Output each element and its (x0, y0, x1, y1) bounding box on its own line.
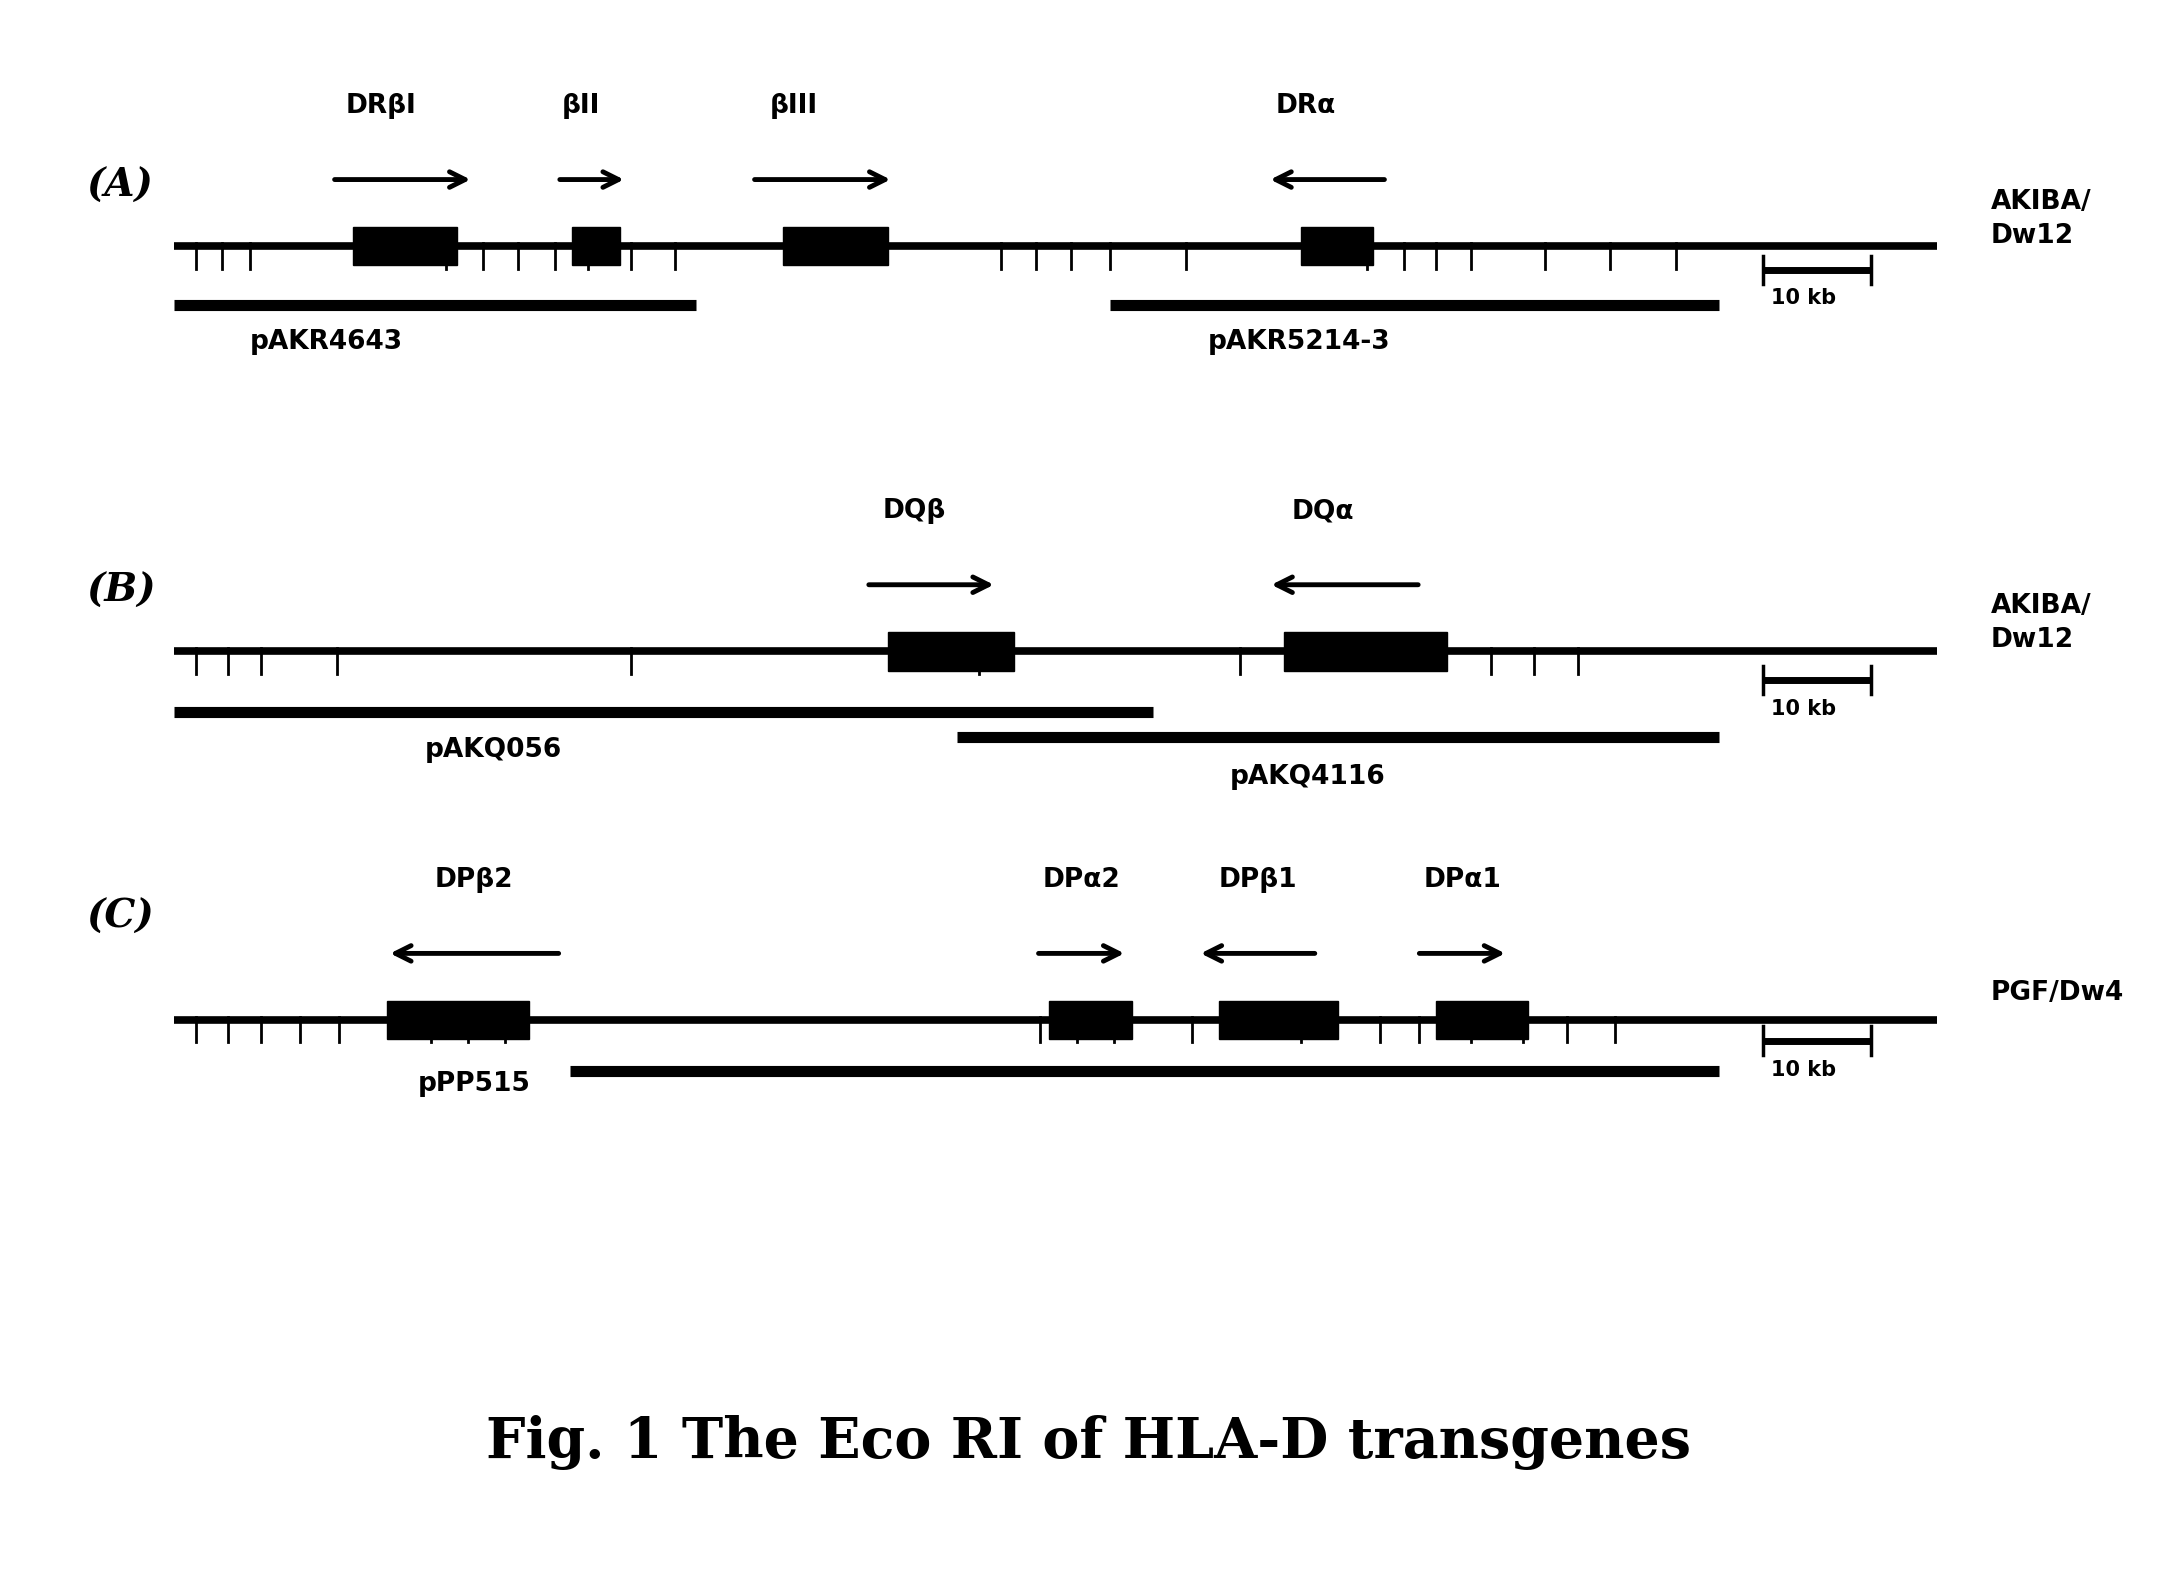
Text: DRα: DRα (1275, 94, 1336, 119)
Bar (888, 632, 1014, 671)
Text: (B): (B) (87, 572, 157, 610)
Text: AKIBA/
Dw12: AKIBA/ Dw12 (1991, 189, 2091, 249)
Text: DRβI: DRβI (346, 94, 416, 119)
Bar (1301, 227, 1373, 265)
Text: 10 kb: 10 kb (1771, 1060, 1837, 1081)
Bar (783, 227, 888, 265)
Text: DPα2: DPα2 (1042, 868, 1121, 893)
Text: DPβ2: DPβ2 (435, 868, 514, 893)
Text: DPβ1: DPβ1 (1219, 868, 1297, 893)
Text: pPP515: pPP515 (418, 1071, 531, 1096)
Text: AKIBA/
Dw12: AKIBA/ Dw12 (1991, 593, 2091, 653)
Text: PGF/Dw4: PGF/Dw4 (1991, 980, 2124, 1006)
Text: DPα1: DPα1 (1423, 868, 1501, 893)
Text: pAKR5214-3: pAKR5214-3 (1208, 329, 1390, 354)
Bar (1436, 1001, 1528, 1039)
Bar (353, 227, 457, 265)
Text: DQα: DQα (1293, 499, 1353, 524)
Text: pAKQ4116: pAKQ4116 (1229, 764, 1386, 790)
Text: 10 kb: 10 kb (1771, 288, 1837, 308)
Text: βII: βII (561, 94, 601, 119)
Text: 10 kb: 10 kb (1771, 699, 1837, 720)
Text: (C): (C) (87, 898, 154, 936)
Text: βIII: βIII (770, 94, 818, 119)
Text: DQβ: DQβ (881, 499, 947, 524)
Text: (A): (A) (87, 167, 154, 205)
Bar (1219, 1001, 1338, 1039)
Text: Fig. 1 The Eco RI of HLA-D transgenes: Fig. 1 The Eco RI of HLA-D transgenes (485, 1414, 1691, 1470)
Bar (1284, 632, 1447, 671)
Text: pAKQ056: pAKQ056 (424, 737, 561, 763)
Text: pAKR4643: pAKR4643 (250, 329, 403, 354)
Bar (387, 1001, 529, 1039)
Bar (572, 227, 620, 265)
Bar (1049, 1001, 1132, 1039)
